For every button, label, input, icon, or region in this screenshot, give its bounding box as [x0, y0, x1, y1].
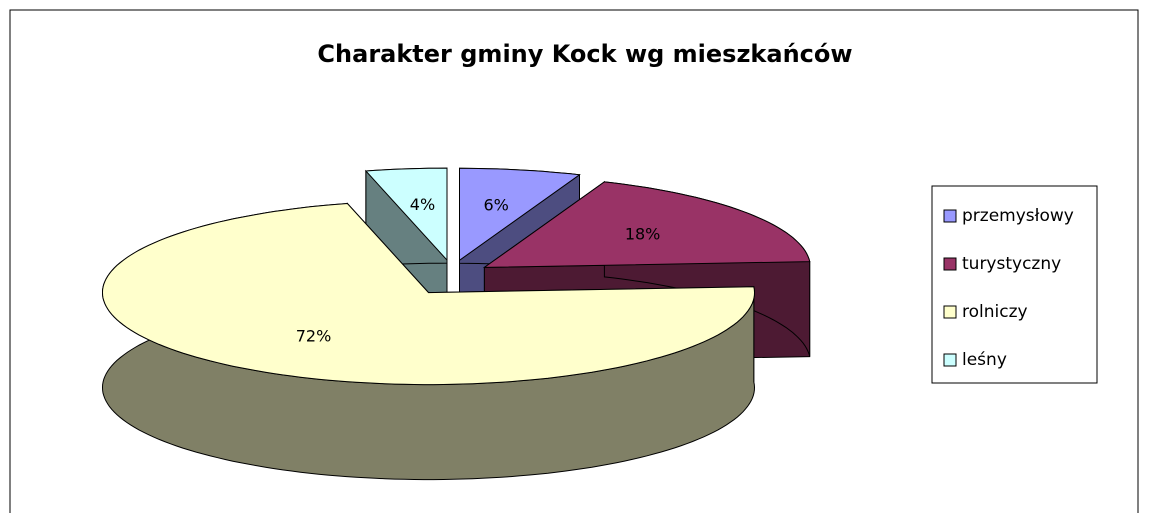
- slice: [101, 202, 756, 481]
- data-label: 4%: [410, 195, 435, 214]
- slice-top: [482, 181, 811, 268]
- legend-label: przemysłowy: [962, 206, 1074, 226]
- legend-label: leśny: [962, 350, 1007, 370]
- legend-swatch: [943, 257, 957, 271]
- data-label: 18%: [625, 224, 661, 243]
- legend-swatch: [943, 305, 957, 319]
- slice-top: [364, 167, 448, 262]
- data-label: 6%: [483, 196, 508, 215]
- slice-top: [459, 167, 581, 262]
- legend-box: [931, 185, 1098, 384]
- legend-label: turystyczny: [962, 254, 1061, 274]
- legend-swatch: [943, 353, 957, 367]
- data-label: 72%: [296, 327, 332, 346]
- legend-swatch: [943, 209, 957, 223]
- chart-title: Charakter gminy Kock wg mieszkańców: [317, 40, 852, 68]
- slice-top: [101, 202, 756, 386]
- legend-label: rolniczy: [962, 302, 1028, 322]
